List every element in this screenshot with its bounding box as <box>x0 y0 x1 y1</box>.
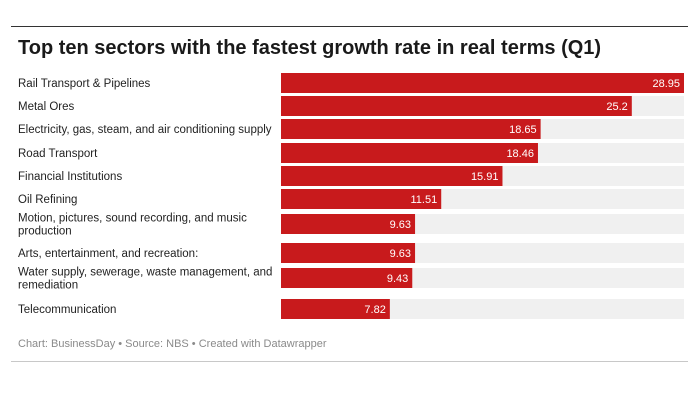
category-label-line: Electricity, gas, steam, and air conditi… <box>18 124 272 136</box>
category-label: Water supply, sewerage, waste management… <box>18 267 272 292</box>
value-label: 9.63 <box>390 219 411 231</box>
bar <box>281 119 541 139</box>
value-label: 18.65 <box>509 124 537 136</box>
chart-title: Top ten sectors with the fastest growth … <box>18 37 602 59</box>
category-label-line: Road Transport <box>18 148 98 160</box>
category-label-line: Motion, pictures, sound recording, and m… <box>18 213 247 225</box>
chart-footer: Chart: BusinessDay • Source: NBS • Creat… <box>18 338 327 350</box>
chart-frame: Top ten sectors with the fastest growth … <box>11 26 688 362</box>
value-label: 18.46 <box>506 148 534 160</box>
bar <box>281 166 503 186</box>
category-label-line: Oil Refining <box>18 194 77 206</box>
value-label: 11.51 <box>411 194 438 206</box>
bar <box>281 214 416 234</box>
category-label: Arts, entertainment, and recreation: <box>18 248 198 260</box>
category-label: Road Transport <box>18 148 98 160</box>
category-label: Financial Institutions <box>18 171 122 183</box>
bar <box>281 143 538 163</box>
bar <box>281 189 442 209</box>
category-label-line: Arts, entertainment, and recreation: <box>18 248 198 260</box>
category-label: Motion, pictures, sound recording, and m… <box>18 213 247 238</box>
bar <box>281 73 684 93</box>
bar-chart: 28.95 Rail Transport & Pipelines 25.2 Metal… <box>18 73 684 319</box>
category-label-line: Financial Institutions <box>18 171 122 183</box>
category-label-line: Metal Ores <box>18 101 74 113</box>
category-label: Telecommunication <box>18 304 116 316</box>
category-label: Rail Transport & Pipelines <box>18 78 151 90</box>
category-label: Oil Refining <box>18 194 77 206</box>
category-label: Metal Ores <box>18 101 74 113</box>
value-label: 9.63 <box>390 248 411 260</box>
category-label-line: Water supply, sewerage, waste management… <box>18 267 272 279</box>
bar <box>281 268 413 288</box>
category-label-line: production <box>18 226 72 238</box>
category-label-line: Telecommunication <box>18 304 116 316</box>
value-label: 7.82 <box>364 304 385 316</box>
bar <box>281 96 632 116</box>
bar <box>281 243 416 263</box>
category-label-line: Rail Transport & Pipelines <box>18 78 151 90</box>
value-label: 25.2 <box>606 101 627 113</box>
value-label: 28.95 <box>652 78 680 90</box>
category-label-line: remediation <box>18 280 78 292</box>
bar <box>281 299 390 319</box>
category-label: Electricity, gas, steam, and air conditi… <box>18 124 272 136</box>
value-label: 15.91 <box>471 171 499 183</box>
value-label: 9.43 <box>387 273 408 285</box>
